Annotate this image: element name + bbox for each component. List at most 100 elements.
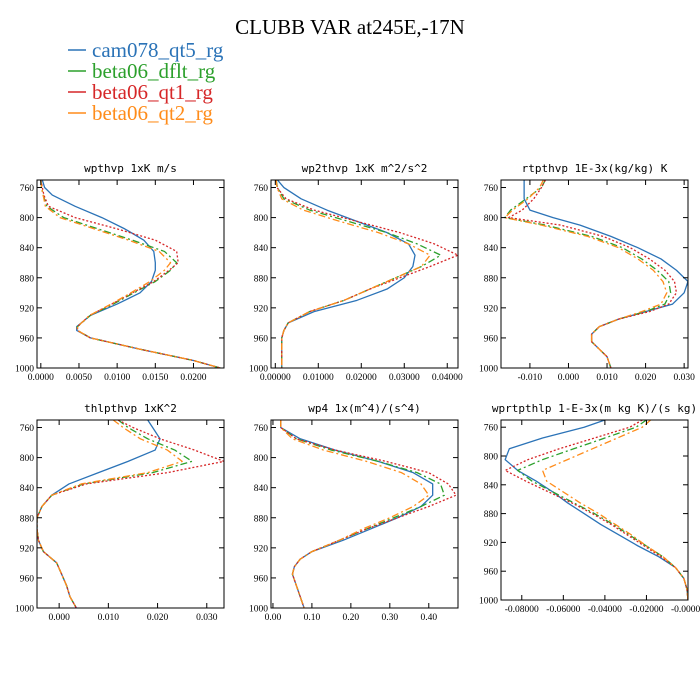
legend-entry: beta06_qt1_rg — [68, 80, 213, 104]
panel-title: wp4 1x(m^4)/(s^4) — [308, 402, 421, 415]
plot-frame — [500, 179, 689, 369]
x-tick-label: 0.20 — [343, 613, 360, 623]
series-group — [504, 420, 688, 600]
x-tick-label: 0.04000 — [432, 373, 463, 383]
y-tick-label: 800 — [20, 214, 35, 224]
legend-entry: beta06_qt2_rg — [68, 101, 213, 125]
y-tick-label: 840 — [484, 244, 499, 254]
x-tick-label: -0.010 — [518, 373, 543, 383]
x-tick-label: 0.010 — [596, 373, 618, 383]
legend-entry: beta06_dflt_rg — [68, 59, 216, 83]
series-line-beta06_qt1_rg — [37, 420, 224, 608]
x-tick-label: 0.30 — [382, 613, 399, 623]
panel: rtpthvp 1E-3x(kg/kg) K 760 800 840 880 920 960… — [479, 162, 695, 383]
panel: thlpthvp 1xK^2 760 800 840 880 920 960 1000 0.00… — [15, 402, 225, 623]
y-tick-label: 880 — [484, 510, 499, 520]
series-group — [37, 420, 224, 608]
series-line-beta06_dflt_rg — [37, 420, 193, 608]
panel: wpthvp 1xK m/s76080084088092096010000.00… — [15, 162, 225, 383]
series-line-beta06_qt2_rg — [37, 420, 183, 608]
panel-title: thlpthvp 1xK^2 — [84, 402, 177, 415]
x-tick-label: 0.0200 — [180, 373, 206, 383]
series-line-beta06_dflt_rg — [40, 180, 221, 368]
y-tick-label: 760 — [20, 424, 35, 434]
x-tick-label: 0.0150 — [142, 373, 168, 383]
y-tick-label: 960 — [20, 334, 35, 344]
y-tick-label: 880 — [20, 514, 35, 524]
x-tick-label: 0.030 — [196, 613, 218, 623]
y-tick-label: 840 — [484, 481, 499, 491]
plot-frame — [500, 419, 689, 601]
legend-label: beta06_qt1_rg — [92, 80, 213, 104]
plot-frame — [36, 419, 225, 609]
y-tick-label: 760 — [484, 184, 499, 194]
y-tick-label: 920 — [254, 544, 269, 554]
x-tick-label: 0.03000 — [389, 373, 420, 383]
x-tick-label: -0.06000 — [546, 605, 580, 615]
panel-title: rtpthvp 1E-3x(kg/kg) K — [522, 162, 668, 175]
y-tick-label: 760 — [254, 424, 269, 434]
series-line-beta06_qt2_rg — [40, 180, 221, 368]
x-tick-label: 0.0000 — [28, 373, 54, 383]
series-line-beta06_dflt_rg — [280, 420, 446, 608]
x-tick-label: -0.00000 — [671, 605, 700, 615]
y-tick-label: 1000 — [249, 365, 268, 375]
y-tick-label: 840 — [254, 484, 269, 494]
x-tick-label: 0.40 — [420, 613, 437, 623]
series-line-beta06_qt2_rg — [504, 180, 668, 368]
x-tick-label: 0.0100 — [104, 373, 130, 383]
x-tick-label: 0.000 — [558, 373, 580, 383]
x-tick-label: 0.030 — [673, 373, 695, 383]
x-tick-label: 0.010 — [98, 613, 120, 623]
plot-frame — [36, 179, 225, 369]
y-tick-label: 1000 — [479, 597, 498, 607]
legend-label: cam078_qt5_rg — [92, 38, 224, 62]
y-tick-label: 800 — [484, 214, 499, 224]
y-tick-label: 1000 — [249, 605, 268, 615]
series-line-beta06_dflt_rg — [516, 420, 688, 600]
y-tick-label: 760 — [484, 424, 499, 434]
y-tick-label: 800 — [484, 453, 499, 463]
legend-label: beta06_qt2_rg — [92, 101, 213, 125]
series-line-beta06_qt1_rg — [40, 180, 221, 368]
y-tick-label: 800 — [20, 454, 35, 464]
panel-title: wp2thvp 1xK m^2/s^2 — [302, 162, 428, 175]
y-tick-label: 1000 — [15, 605, 34, 615]
y-tick-label: 920 — [484, 539, 499, 549]
y-tick-label: 920 — [254, 304, 269, 314]
x-tick-label: -0.04000 — [588, 605, 622, 615]
panel: wp4 1x(m^4)/(s^4)76080084088092096010000… — [249, 402, 459, 623]
series-group — [275, 180, 458, 368]
series-line-cam078_qt5_rg — [276, 180, 416, 368]
y-tick-label: 960 — [254, 334, 269, 344]
x-tick-label: 0.02000 — [346, 373, 377, 383]
x-tick-label: 0.000 — [48, 613, 70, 623]
y-tick-label: 760 — [254, 184, 269, 194]
y-tick-label: 880 — [484, 274, 499, 284]
panels: wpthvp 1xK m/s76080084088092096010000.00… — [15, 162, 700, 623]
y-tick-label: 840 — [20, 244, 35, 254]
series-group — [504, 180, 688, 368]
series-line-beta06_dflt_rg — [275, 180, 442, 368]
series-line-beta06_qt1_rg — [280, 420, 457, 608]
legend-entry: cam078_qt5_rg — [68, 38, 224, 62]
y-tick-label: 840 — [254, 244, 269, 254]
y-tick-label: 880 — [254, 274, 269, 284]
y-tick-label: 840 — [20, 484, 35, 494]
panel: wprtpthlp 1-E-3x(m kg K)/(s kg) 760 800 840… — [479, 402, 700, 615]
y-tick-label: 960 — [484, 568, 499, 578]
series-line-beta06_qt2_rg — [280, 420, 430, 608]
series-line-cam078_qt5_rg — [523, 180, 688, 368]
y-tick-label: 920 — [484, 304, 499, 314]
plot-frame — [270, 419, 459, 609]
x-tick-label: -0.08000 — [505, 605, 539, 615]
y-tick-label: 960 — [484, 334, 499, 344]
series-group — [280, 420, 457, 608]
x-tick-label: 0.01000 — [303, 373, 334, 383]
x-tick-label: 0.10 — [304, 613, 321, 623]
y-tick-label: 1000 — [479, 365, 498, 375]
panel-title: wpthvp 1xK m/s — [84, 162, 177, 175]
series-line-cam078_qt5_rg — [37, 420, 161, 608]
y-tick-label: 960 — [20, 574, 35, 584]
x-tick-label: 0.00000 — [260, 373, 291, 383]
